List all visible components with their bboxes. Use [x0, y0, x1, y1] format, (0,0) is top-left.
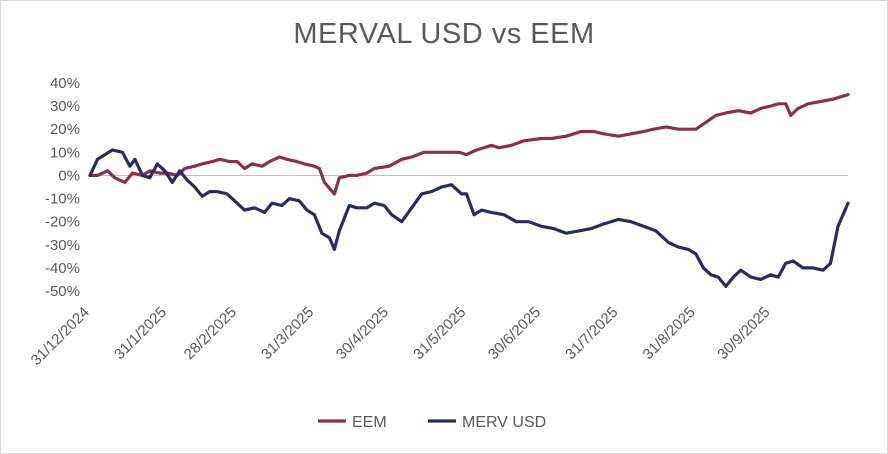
x-tick-label: 28/2/2025	[181, 304, 240, 363]
x-tick-label: 31/5/2025	[410, 304, 469, 363]
x-tick-label: 30/6/2025	[485, 304, 544, 363]
series-line-eem	[88, 93, 850, 196]
y-tick-label: 30%	[50, 98, 80, 115]
x-tick-label: 31/8/2025	[640, 304, 699, 363]
legend: EEM MERV USD	[318, 414, 546, 431]
chart-title: MERVAL USD vs EEM	[293, 18, 595, 50]
x-tick-label: 31/3/2025	[258, 304, 317, 363]
legend-label: MERV USD	[462, 414, 546, 431]
series-line-merv-usd	[88, 148, 850, 288]
y-tick-label: -20%	[45, 214, 80, 231]
legend-label: EEM	[352, 414, 387, 431]
x-tick-label: 31/12/2024	[28, 304, 93, 369]
y-tick-label: -40%	[45, 260, 80, 277]
x-tick-label: 31/1/2025	[111, 304, 170, 363]
y-tick-label: 10%	[50, 144, 80, 161]
y-tick-label: 20%	[50, 121, 80, 138]
series-lines	[88, 93, 850, 288]
x-axis-ticks: 31/12/2024 31/1/2025 28/2/2025 31/3/2025 30/…	[28, 304, 774, 369]
y-axis-ticks: 40% 30% 20% 10% 0% -10% -20% -30% -40% -50%	[45, 75, 80, 300]
x-tick-label: 31/7/2025	[562, 304, 621, 363]
x-tick-label: 30/9/2025	[714, 304, 773, 363]
x-tick-label: 30/4/2025	[333, 304, 392, 363]
y-tick-label: -30%	[45, 237, 80, 254]
y-tick-label: -10%	[45, 191, 80, 208]
y-tick-label: 40%	[50, 75, 80, 92]
y-tick-label: -50%	[45, 283, 80, 300]
y-tick-label: 0%	[58, 167, 80, 184]
